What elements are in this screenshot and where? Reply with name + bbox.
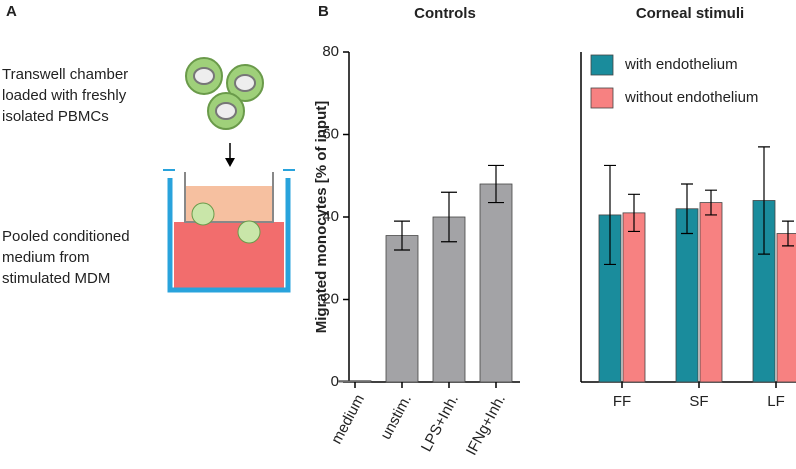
- diagram-text: stimulated MDM: [2, 270, 110, 287]
- error-bar: [488, 164, 504, 204]
- y-tick-label: 80: [322, 43, 339, 60]
- chart-title: Controls: [414, 5, 476, 22]
- y-tick-label: 20: [322, 290, 339, 307]
- chart-title: Corneal stimuli: [636, 5, 744, 22]
- x-tick-label: LF: [767, 393, 785, 410]
- transwell: [163, 169, 295, 293]
- error-bar: [782, 220, 794, 247]
- bar: [622, 212, 646, 383]
- bar: [385, 235, 419, 383]
- y-tick-label: 40: [322, 208, 339, 225]
- x-tick-label: medium: [328, 392, 368, 447]
- diagram-text: isolated PBMCs: [2, 108, 109, 125]
- legend-swatch: [590, 87, 614, 109]
- bar: [699, 202, 723, 383]
- error-bar: [681, 183, 693, 235]
- x-tick-label: IFNg+Inh.: [463, 392, 509, 459]
- panel-label: B: [318, 3, 329, 20]
- error-bar: [394, 220, 410, 251]
- y-tick-label: 60: [322, 125, 339, 142]
- bar: [675, 208, 699, 383]
- error-bar: [441, 191, 457, 243]
- arrow: [225, 143, 235, 167]
- error-bar: [628, 193, 640, 233]
- legend-swatch: [590, 54, 614, 76]
- error-bar: [705, 189, 717, 216]
- x-tick-label: FF: [613, 393, 631, 410]
- x-tick-label: SF: [689, 393, 708, 410]
- error-bar: [758, 146, 770, 255]
- bar: [776, 233, 796, 383]
- y-axis-label: Migrated monocytes [% of input]: [313, 101, 330, 334]
- diagram-text: medium from: [2, 249, 90, 266]
- cells: [185, 57, 264, 130]
- y-tick-label: 0: [331, 373, 339, 390]
- x-tick-label: LPS+Inh.: [418, 392, 462, 455]
- diagram-text: Pooled conditioned: [2, 228, 130, 245]
- bar: [479, 183, 513, 383]
- legend-label: with endothelium: [624, 56, 738, 73]
- x-tick-label: unstim.: [377, 392, 415, 443]
- diagram-text: loaded with freshly: [2, 87, 127, 104]
- panel-label: A: [6, 3, 17, 20]
- diagram-text: Transwell chamber: [2, 66, 128, 83]
- legend-label: without endothelium: [624, 89, 758, 106]
- bar: [338, 380, 372, 383]
- error-bar: [604, 164, 616, 266]
